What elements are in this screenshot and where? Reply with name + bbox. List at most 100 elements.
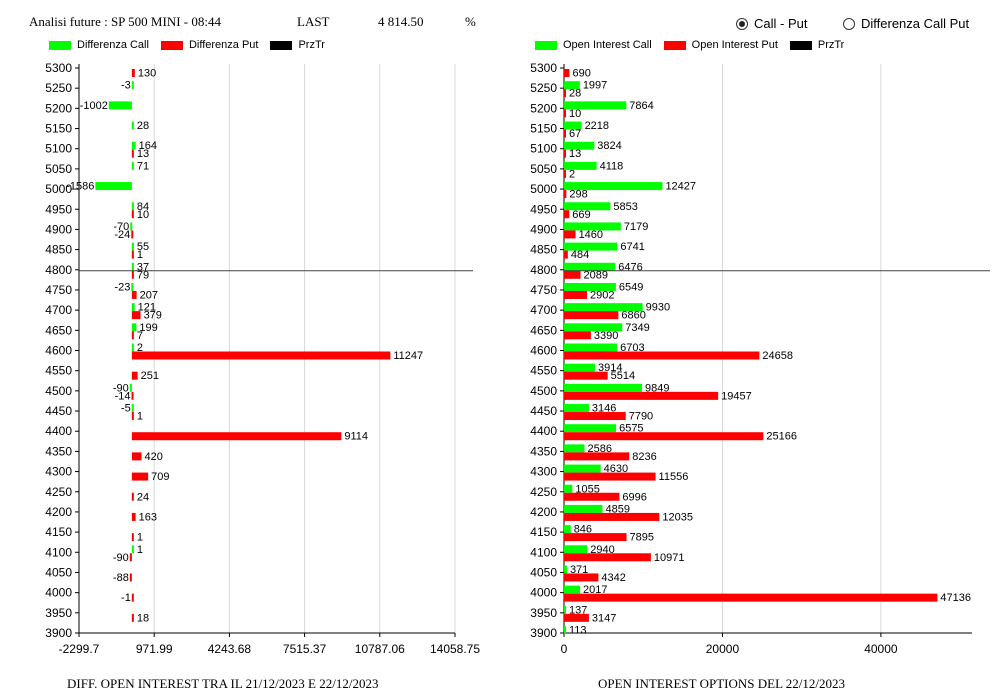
diff-bar bbox=[131, 210, 134, 219]
data-label: 669 bbox=[572, 209, 590, 221]
diff-bar bbox=[131, 161, 134, 170]
y-tick-label: 5300 bbox=[530, 61, 557, 75]
data-label: 28 bbox=[569, 88, 581, 100]
diff-bar bbox=[131, 371, 138, 380]
y-tick-label: 4600 bbox=[530, 344, 557, 358]
oi-bar bbox=[564, 371, 608, 380]
diff-bar bbox=[131, 303, 135, 312]
legend-item: PrzTr bbox=[817, 39, 845, 51]
y-tick-label: 4400 bbox=[45, 424, 72, 438]
data-label: 9930 bbox=[646, 302, 670, 314]
data-label: 2586 bbox=[587, 443, 611, 455]
y-tick-label: 5100 bbox=[530, 142, 557, 156]
data-label: 5853 bbox=[613, 201, 637, 213]
data-label: 130 bbox=[138, 68, 156, 80]
data-label: 163 bbox=[139, 511, 157, 523]
diff-bar bbox=[129, 383, 132, 392]
oi-bar bbox=[564, 303, 643, 312]
oi-bar bbox=[564, 182, 663, 191]
percent-label: % bbox=[465, 14, 476, 29]
diff-bar bbox=[131, 404, 134, 413]
diff-bar bbox=[130, 222, 133, 231]
diff-bar bbox=[131, 452, 142, 461]
y-tick-label: 4400 bbox=[530, 424, 557, 438]
y-tick-label: 5100 bbox=[45, 142, 72, 156]
y-tick-label: 5200 bbox=[530, 101, 557, 115]
data-label: 13 bbox=[137, 148, 149, 160]
radio-differenza[interactable]: Differenza Call Put bbox=[843, 16, 969, 31]
y-tick-label: 4450 bbox=[530, 404, 557, 418]
data-label: 24 bbox=[137, 491, 149, 503]
data-label: 2 bbox=[137, 342, 143, 354]
y-tick-label: 4300 bbox=[530, 465, 557, 479]
diff-bar bbox=[131, 230, 134, 239]
radio-call-put[interactable]: Call - Put bbox=[736, 16, 807, 31]
oi-bar bbox=[564, 282, 616, 291]
diff-bar bbox=[131, 351, 391, 360]
legend-price-swatch bbox=[789, 40, 812, 50]
data-label: 298 bbox=[569, 189, 587, 201]
y-tick-label: 4050 bbox=[45, 565, 72, 579]
legend-put-swatch bbox=[160, 40, 183, 50]
y-tick-label: 5150 bbox=[530, 122, 557, 136]
diff-bar bbox=[131, 492, 134, 501]
y-tick-label: 5300 bbox=[45, 61, 72, 75]
oi-bar bbox=[564, 149, 566, 158]
data-label: 4118 bbox=[600, 160, 624, 172]
oi-bar bbox=[564, 553, 651, 562]
data-label: 84 bbox=[137, 201, 149, 213]
data-label: 3147 bbox=[592, 612, 616, 624]
data-label: 137 bbox=[569, 604, 587, 616]
legend-put-swatch bbox=[663, 40, 686, 50]
x-tick-label: 4243.68 bbox=[208, 642, 252, 656]
y-tick-label: 4950 bbox=[530, 202, 557, 216]
diff-bar bbox=[131, 412, 134, 421]
y-tick-label: 3900 bbox=[530, 626, 557, 640]
oi-bar bbox=[564, 262, 616, 271]
oi-bar bbox=[564, 492, 620, 501]
data-label: 6476 bbox=[618, 261, 642, 273]
y-tick-label: 5050 bbox=[530, 162, 557, 176]
diff-bar bbox=[131, 262, 134, 271]
data-label: 484 bbox=[571, 249, 589, 261]
oi-bar bbox=[564, 141, 595, 150]
data-label: 79 bbox=[137, 269, 149, 281]
data-label: 10 bbox=[137, 209, 149, 221]
data-label: 6741 bbox=[620, 241, 644, 253]
y-tick-label: 5250 bbox=[45, 81, 72, 95]
diff-bar bbox=[131, 343, 134, 352]
y-tick-label: 4700 bbox=[45, 303, 72, 317]
data-label: 2089 bbox=[584, 269, 608, 281]
diff-bar bbox=[131, 545, 134, 554]
data-label: 25166 bbox=[766, 431, 797, 443]
oi-bar bbox=[564, 351, 760, 360]
oi-bar bbox=[564, 250, 568, 259]
y-tick-label: 4550 bbox=[45, 364, 72, 378]
oi-bar bbox=[564, 504, 603, 513]
data-label: 71 bbox=[137, 160, 149, 172]
y-tick-label: 4950 bbox=[45, 202, 72, 216]
data-label: 207 bbox=[140, 289, 158, 301]
data-label: 67 bbox=[569, 128, 581, 140]
data-label: 8236 bbox=[632, 451, 656, 463]
data-label: 4630 bbox=[604, 463, 628, 475]
data-label: 199 bbox=[139, 322, 157, 334]
y-tick-label: 4750 bbox=[45, 283, 72, 297]
y-tick-label: 4050 bbox=[530, 565, 557, 579]
oi-bar bbox=[564, 565, 567, 574]
data-label: 3390 bbox=[594, 330, 618, 342]
diff-bar bbox=[131, 472, 149, 481]
y-tick-label: 4900 bbox=[45, 222, 72, 236]
oi-bar bbox=[564, 161, 597, 170]
data-label: 6549 bbox=[619, 281, 643, 293]
data-label: 709 bbox=[151, 471, 169, 483]
y-tick-label: 5050 bbox=[45, 162, 72, 176]
diff-bar bbox=[131, 290, 137, 299]
y-tick-label: 4350 bbox=[45, 444, 72, 458]
last-value: 4 814.50 bbox=[378, 14, 424, 29]
data-label: 19457 bbox=[721, 390, 752, 402]
legend-item: Open Interest Put bbox=[691, 39, 778, 51]
y-tick-label: 4200 bbox=[530, 505, 557, 519]
data-label: 2 bbox=[569, 168, 575, 180]
